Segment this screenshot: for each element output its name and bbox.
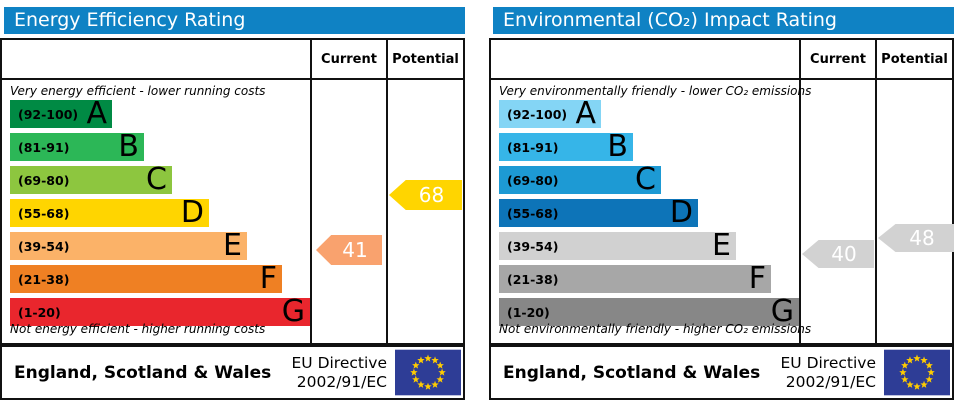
column-divider	[799, 40, 801, 343]
band-letter: G	[281, 294, 305, 329]
band-letter: B	[118, 129, 139, 164]
band-range: (69-80)	[507, 172, 559, 188]
energy-efficiency-panel: Energy Efficiency Rating Current Potenti…	[0, 0, 468, 404]
band-range: (92-100)	[507, 106, 568, 122]
top-caption: Very energy efficient - lower running co…	[10, 84, 266, 98]
band-range: (55-68)	[507, 205, 559, 221]
panel-title: Energy Efficiency Rating	[4, 7, 465, 34]
band-range: (55-68)	[18, 205, 70, 221]
band-letter: C	[635, 162, 656, 197]
eu-directive-line2: 2002/91/EC	[785, 372, 876, 391]
band-letter: A	[86, 96, 107, 131]
eu-flag-icon	[395, 349, 461, 396]
panel-footer: England, Scotland & Wales EU Directive 2…	[0, 345, 465, 400]
band-range: (39-54)	[507, 238, 559, 254]
potential-rating-value: 68	[418, 183, 445, 207]
bottom-caption: Not energy efficient - higher running co…	[10, 322, 266, 336]
eu-directive-label: EU Directive 2002/91/EC	[292, 354, 388, 391]
band-range: (21-38)	[18, 271, 70, 287]
band-letter: G	[770, 294, 794, 329]
table-header-divider	[491, 78, 952, 80]
potential-rating-value: 48	[909, 226, 935, 250]
band-range: (39-54)	[18, 238, 70, 254]
top-caption: Very environmentally friendly - lower CO…	[499, 84, 812, 98]
band-range: (69-80)	[18, 172, 70, 188]
potential-rating-arrow: 48	[878, 224, 954, 252]
band-range: (92-100)	[18, 106, 79, 122]
band-range: (1-20)	[18, 304, 61, 320]
region-label: England, Scotland & Wales	[503, 362, 761, 383]
potential-column-header: Potential	[881, 51, 948, 67]
band-letter: F	[259, 261, 277, 296]
current-column-header: Current	[810, 51, 866, 67]
band-f: (21-38) F	[10, 261, 282, 296]
current-column-header: Current	[321, 51, 377, 67]
rating-bands: (92-100) A (81-91) B (69-80) C (55-68) D…	[10, 96, 310, 331]
rating-table: Current Potential Very energy efficient …	[0, 38, 465, 345]
band-letter: A	[575, 96, 596, 131]
potential-column-header: Potential	[392, 51, 459, 67]
band-letter: D	[669, 195, 693, 230]
environmental-impact-panel: Environmental (CO₂) Impact Rating Curren…	[489, 0, 957, 404]
band-range: (81-91)	[507, 139, 559, 155]
band-letter: E	[223, 228, 242, 263]
column-divider	[875, 40, 877, 343]
band-g: (1-20) G	[499, 294, 799, 329]
potential-rating-arrow: 68	[389, 180, 462, 210]
rating-bands: (92-100) A (81-91) B (69-80) C (55-68) D…	[499, 96, 799, 331]
eu-directive-label: EU Directive 2002/91/EC	[781, 354, 877, 391]
band-letter: C	[146, 162, 167, 197]
column-divider	[310, 40, 312, 343]
band-e: (39-54) E	[499, 228, 736, 263]
band-a: (92-100) A	[499, 96, 601, 131]
band-g: (1-20) G	[10, 294, 310, 329]
band-c: (69-80) C	[10, 162, 172, 197]
band-range: (21-38)	[507, 271, 559, 287]
band-e: (39-54) E	[10, 228, 247, 263]
band-a: (92-100) A	[10, 96, 112, 131]
eu-directive-line1: EU Directive	[780, 353, 877, 372]
band-letter: E	[712, 228, 731, 263]
band-range: (81-91)	[18, 139, 70, 155]
current-rating-arrow: 41	[316, 235, 382, 265]
current-rating-value: 41	[342, 238, 368, 262]
band-letter: B	[607, 129, 628, 164]
eu-directive-line1: EU Directive	[291, 353, 388, 372]
band-d: (55-68) D	[499, 195, 698, 230]
band-d: (55-68) D	[10, 195, 209, 230]
column-divider	[386, 40, 388, 343]
bottom-caption: Not environmentally friendly - higher CO…	[499, 322, 812, 336]
rating-table: Current Potential Very environmentally f…	[489, 38, 954, 345]
band-f: (21-38) F	[499, 261, 771, 296]
current-rating-arrow: 40	[802, 240, 874, 268]
band-letter: D	[180, 195, 204, 230]
band-b: (81-91) B	[10, 129, 144, 164]
region-label: England, Scotland & Wales	[14, 362, 272, 383]
band-c: (69-80) C	[499, 162, 661, 197]
band-b: (81-91) B	[499, 129, 633, 164]
band-letter: F	[748, 261, 766, 296]
eu-directive-line2: 2002/91/EC	[296, 372, 387, 391]
band-range: (1-20)	[507, 304, 550, 320]
panel-footer: England, Scotland & Wales EU Directive 2…	[489, 345, 954, 400]
eu-flag-icon	[884, 349, 950, 396]
panel-title: Environmental (CO₂) Impact Rating	[493, 7, 954, 34]
table-header-divider	[2, 78, 463, 80]
current-rating-value: 40	[831, 242, 857, 266]
